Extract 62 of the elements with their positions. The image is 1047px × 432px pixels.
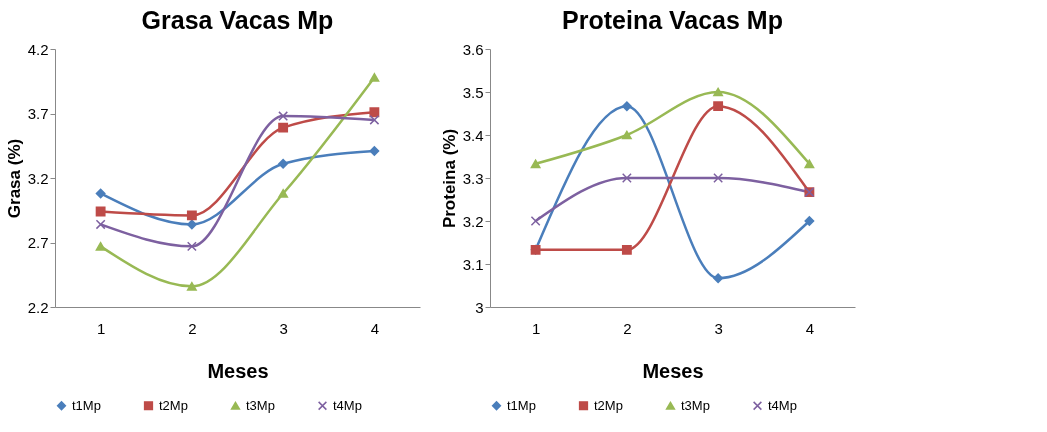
- point: [186, 281, 197, 291]
- y-tick-label: 3.2: [462, 212, 484, 230]
- point: [369, 145, 380, 156]
- point: [95, 242, 106, 251]
- x-tick-label: 3: [714, 319, 723, 337]
- point: [713, 87, 724, 97]
- x-tick-label: 2: [623, 319, 632, 337]
- legend-label: t1Mp: [507, 397, 536, 413]
- x-axis-title: Meses: [642, 359, 704, 382]
- point: [278, 158, 289, 169]
- point: [530, 216, 541, 226]
- point: [95, 219, 106, 230]
- point: [186, 219, 197, 230]
- point: [621, 173, 632, 183]
- x-tick-label: 4: [805, 319, 815, 337]
- chart-title: Proteina Vacas Mp: [562, 6, 783, 34]
- point: [369, 115, 380, 125]
- y-tick-label: 3.7: [27, 105, 49, 122]
- x-tick-label: 3: [279, 319, 288, 337]
- x-axis-title: Meses: [207, 359, 269, 382]
- point: [186, 241, 197, 252]
- y-tick-label: 3.4: [462, 126, 484, 144]
- legend-label: t2Mp: [594, 397, 623, 413]
- x-tick-label: 1: [531, 319, 541, 337]
- x-tick-label: 4: [370, 319, 380, 337]
- legend-label: t1Mp: [72, 397, 101, 413]
- x-tick-label: 1: [96, 319, 106, 337]
- legend-label: t3Mp: [681, 397, 710, 413]
- point: [530, 159, 541, 169]
- point: [621, 244, 632, 255]
- y-tick-label: 3.6: [462, 40, 484, 58]
- y-tick-label: 4.2: [27, 40, 49, 58]
- y-tick-label: 3: [475, 298, 484, 316]
- point: [278, 122, 289, 133]
- chart-title: Grasa Vacas Mp: [141, 6, 334, 34]
- y-tick-label: 2.2: [27, 298, 49, 316]
- y-tick-label: 3.3: [462, 169, 484, 187]
- point: [713, 273, 724, 284]
- x-tick-label: 2: [188, 319, 197, 337]
- point: [713, 101, 724, 112]
- legend-label: t3Mp: [246, 397, 275, 413]
- point: [278, 189, 289, 198]
- y-tick-label: 3.2: [27, 169, 49, 187]
- point: [278, 111, 289, 122]
- y-tick-label: 2.7: [27, 234, 49, 251]
- point: [713, 173, 724, 183]
- point: [369, 73, 380, 82]
- point: [186, 210, 197, 221]
- legend-label: t2Mp: [159, 397, 188, 413]
- point: [804, 159, 815, 169]
- y-axis-title: Grasa (%): [4, 138, 24, 219]
- point: [95, 206, 106, 217]
- point: [95, 188, 106, 199]
- y-tick-label: 3.5: [462, 83, 484, 101]
- point: [621, 101, 632, 112]
- legend-label: t4Mp: [768, 397, 797, 413]
- point: [369, 107, 380, 118]
- legend-label: t4Mp: [333, 397, 362, 413]
- y-tick-label: 3.1: [462, 255, 484, 273]
- point: [804, 216, 815, 226]
- point: [621, 130, 632, 140]
- y-axis-title: Proteina (%): [439, 128, 459, 229]
